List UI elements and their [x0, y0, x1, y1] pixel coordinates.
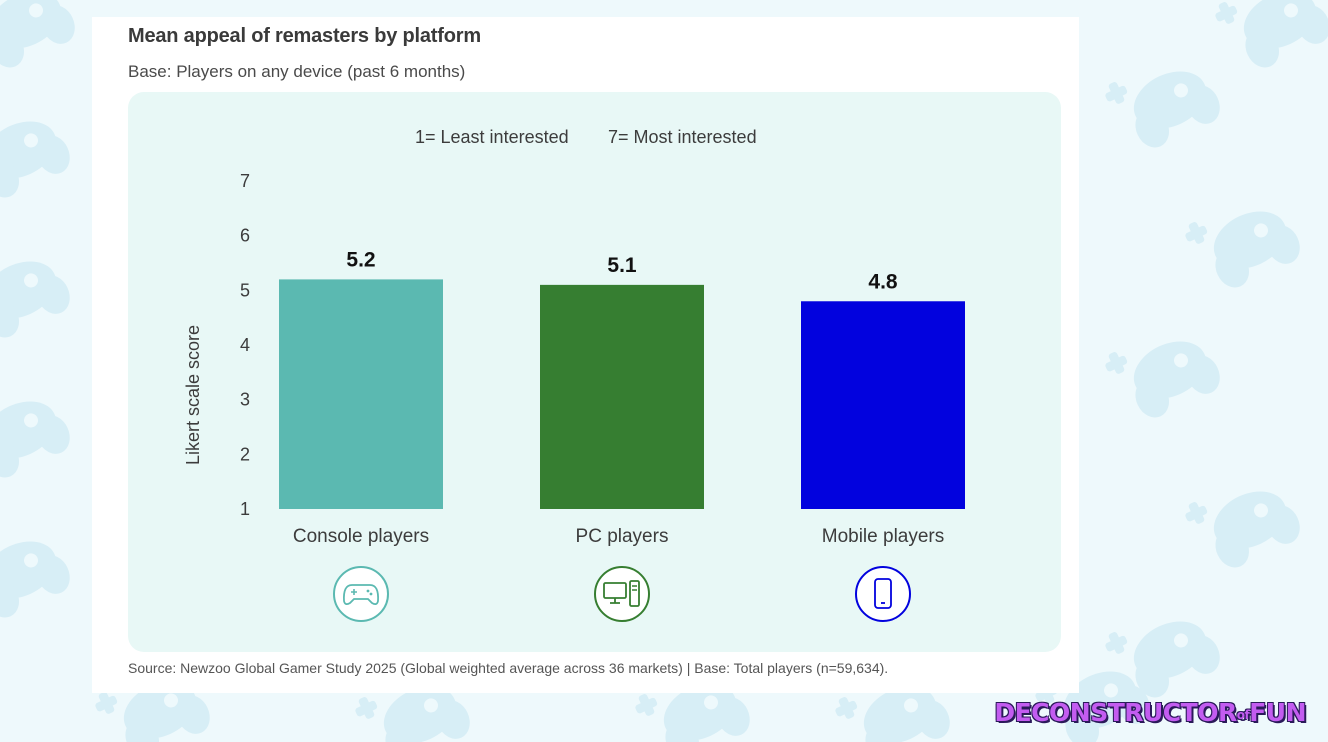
- y-tick-label: 2: [240, 444, 250, 464]
- scale-note-high: 7= Most interested: [608, 127, 757, 147]
- chart-card: Mean appeal of remasters by platform Bas…: [92, 17, 1079, 693]
- y-tick-label: 3: [240, 390, 250, 410]
- background-gamepad-icon: [635, 683, 750, 742]
- background-gamepad-icon: [0, 0, 75, 68]
- deconstructor-of-fun-logo: DECONSTRUCTORofFUN: [994, 698, 1306, 727]
- bar: [801, 301, 965, 509]
- category-label: PC players: [576, 526, 669, 547]
- background-gamepad-icon: [0, 401, 70, 478]
- bar-chart: Likert scale score 1 2 3 4 5 6 7 5.2 Console play…: [183, 171, 965, 622]
- background-gamepad-icon: [0, 121, 70, 198]
- logo-text-of: of: [1236, 708, 1250, 722]
- background-gamepad-icon: [1035, 671, 1150, 742]
- bar: [279, 279, 443, 509]
- background-gamepad-icon: [0, 261, 70, 338]
- bar-value-label: 4.8: [868, 270, 898, 293]
- gamepad-icon: [333, 566, 389, 622]
- background-gamepad-icon: [95, 681, 210, 742]
- y-tick-label: 6: [240, 226, 250, 246]
- bar-value-label: 5.1: [607, 254, 637, 277]
- y-tick-label: 4: [240, 335, 250, 355]
- y-axis-label: Likert scale score: [183, 325, 203, 465]
- desktop-pc-icon: [594, 566, 650, 622]
- chart-subtitle: Base: Players on any device (past 6 mont…: [128, 62, 466, 81]
- background-gamepad-icon: [1105, 341, 1220, 418]
- background-gamepad-icon: [0, 541, 70, 618]
- background-gamepad-icon: [1105, 621, 1220, 698]
- category-label: Mobile players: [822, 526, 945, 547]
- background-gamepad-icon: [835, 686, 950, 742]
- logo-text-end: FUN: [1249, 698, 1306, 727]
- background-gamepad-icon: [1105, 71, 1220, 148]
- bar: [540, 284, 704, 509]
- background-gamepad-icon: [1185, 491, 1300, 568]
- logo-text-main: DECONSTRUCTOR: [994, 698, 1237, 727]
- chart-title: Mean appeal of remasters by platform: [128, 25, 481, 47]
- category-label: Console players: [293, 526, 429, 547]
- smartphone-icon: [855, 566, 911, 622]
- y-tick-label: 5: [240, 280, 250, 300]
- y-tick-label: 7: [240, 171, 250, 191]
- background-gamepad-icon: [1185, 211, 1300, 288]
- source-note: Source: Newzoo Global Gamer Study 2025 (…: [128, 660, 889, 676]
- scale-note-low: 1= Least interested: [415, 127, 569, 147]
- y-tick-label: 1: [240, 499, 250, 519]
- background-gamepad-icon: [1215, 0, 1328, 68]
- background-gamepad-icon: [355, 686, 470, 742]
- bar-value-label: 5.2: [346, 248, 375, 271]
